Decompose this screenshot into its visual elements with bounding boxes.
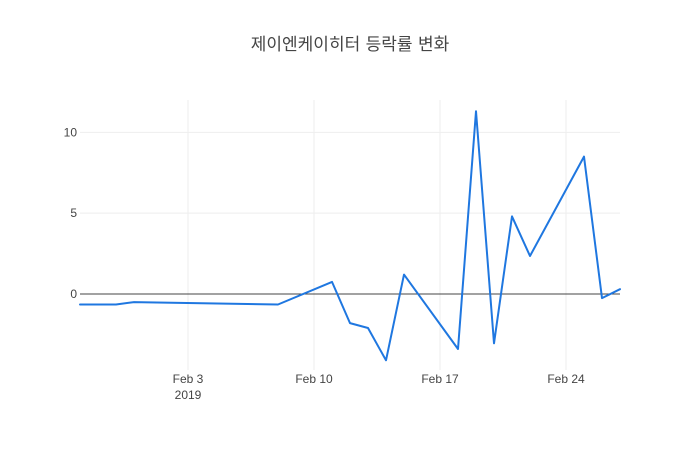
x-tick-label: Feb 10: [295, 372, 333, 386]
chart-title: 제이엔케이히터 등락률 변화: [251, 35, 450, 55]
grid-lines: [80, 100, 620, 370]
x-tick-label: Feb 17: [421, 372, 459, 386]
y-tick-label: 10: [64, 125, 78, 139]
series-line: [79, 110, 621, 362]
axes: Feb 3 2019 Feb 10 Feb 17 Feb 24 0 5 10: [64, 125, 620, 402]
x-tick-label: Feb 24: [547, 372, 585, 386]
series-layer: [79, 110, 621, 362]
y-tick-label: 0: [70, 287, 77, 301]
y-tick-label: 5: [70, 206, 77, 220]
x-tick-sublabel: 2019: [175, 388, 202, 402]
x-tick-label: Feb 3: [173, 372, 204, 386]
